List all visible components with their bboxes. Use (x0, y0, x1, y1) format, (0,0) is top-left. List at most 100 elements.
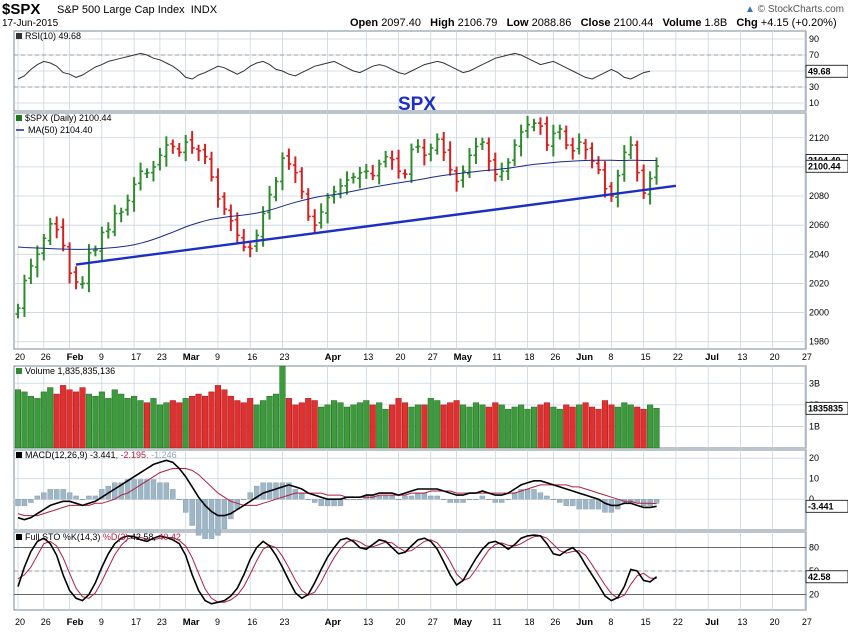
price-bar (383, 150, 389, 168)
low-value: 2088.86 (531, 17, 572, 29)
price-bar (615, 169, 621, 208)
macd-histogram-bar (21, 499, 28, 506)
price-bar (157, 147, 163, 171)
macd-histogram-bar (389, 495, 395, 500)
volume-value: 1.8B (704, 17, 728, 29)
price-bar (454, 166, 460, 192)
macd-histogram-bar (241, 499, 247, 500)
x-axis-top-label: 22 (673, 352, 683, 362)
volume-bar (137, 400, 144, 449)
price-bar (21, 274, 27, 317)
macd-histogram-bar (408, 495, 415, 500)
price-tick-label: 2000 (809, 308, 829, 318)
volume-bar (369, 404, 376, 449)
x-axis-top-label: Mar (183, 352, 200, 363)
price-bar (105, 222, 111, 239)
price-bar (34, 245, 40, 278)
macd-line (17, 459, 657, 521)
sto-legend-swatch (16, 534, 22, 540)
x-axis-top-label: Feb (67, 352, 84, 363)
volume-bar (350, 404, 357, 449)
sto-last-tag-text: 42.58 (808, 572, 831, 582)
macd-histogram-bar (208, 499, 215, 539)
rsi-tick-label: 90 (809, 34, 819, 44)
x-axis-top-label: 27 (802, 352, 812, 362)
price-bar (28, 258, 34, 285)
price-bar (408, 143, 414, 183)
volume-bar (563, 404, 570, 449)
x-axis-bottom-label: 22 (673, 617, 683, 627)
x-axis-bottom-label: 20 (15, 617, 25, 627)
macd-histogram-bar (466, 499, 473, 500)
macd-histogram-bar (653, 499, 660, 504)
volume-bar (382, 408, 389, 449)
macd-histogram-bar (550, 499, 557, 500)
price-bar (621, 145, 627, 182)
price-tick-label: 2020 (809, 278, 829, 288)
ma50-line (17, 159, 657, 250)
macd-histogram-bar (279, 482, 286, 500)
volume-bar (621, 402, 628, 449)
price-bar (363, 163, 369, 179)
x-axis-bottom-label: 8 (608, 617, 613, 627)
volume-bar (14, 389, 22, 449)
volume-bar (395, 398, 402, 449)
macd-legend-swatch (16, 452, 22, 458)
macd-histogram-bar (118, 482, 124, 500)
volume-legend: Volume 1,835,835,136 (25, 366, 115, 376)
macd-histogram-bar (66, 492, 73, 500)
macd-legend-part: , -2.195 (116, 450, 147, 460)
price-bar (350, 172, 356, 184)
volume-bar (647, 404, 654, 449)
volume-bar (34, 398, 41, 449)
spx-annotation: SPX (398, 94, 436, 115)
macd-tick-label: 0 (809, 494, 814, 504)
volume-bar (447, 402, 454, 449)
price-bar (215, 168, 221, 208)
support-trendline (75, 184, 677, 266)
chg-label: Chg (736, 17, 758, 29)
volume-bar (608, 404, 615, 449)
macd-histogram-bar (647, 499, 653, 506)
volume-bar (331, 400, 338, 449)
price-bar (267, 185, 273, 220)
price-bar (654, 157, 660, 185)
exchange-label: INDX (190, 4, 218, 16)
x-axis-bottom-label: 9 (99, 617, 104, 627)
macd-histogram-bar (357, 499, 363, 500)
price-bar (125, 194, 131, 216)
volume-bar (124, 398, 131, 449)
x-axis-top-label: 23 (279, 352, 289, 362)
x-axis-top-label: 18 (525, 352, 535, 362)
price-bar (305, 188, 311, 221)
macd-histogram-bar (247, 492, 253, 500)
volume-bar (614, 406, 621, 449)
volume-bar (492, 402, 499, 449)
volume-bar (66, 389, 73, 449)
price-bar (447, 141, 453, 176)
macd-last-tag-box (805, 499, 848, 513)
price-tick-label: 2080 (809, 191, 829, 201)
macd-histogram-bar (337, 499, 344, 506)
macd-histogram-bar (518, 489, 524, 500)
volume-bar (285, 398, 292, 449)
volume-bar (401, 402, 409, 449)
price-bar (279, 152, 285, 191)
macd-histogram-bar (421, 492, 428, 500)
price-bar (596, 156, 601, 175)
macd-histogram-bar (73, 495, 79, 500)
volume-bar (440, 404, 447, 449)
x-axis-bottom-label: 20 (396, 617, 406, 627)
volume-bar (537, 404, 544, 449)
x-axis-bottom-label: 9 (215, 617, 220, 627)
volume-bar (389, 404, 396, 449)
price-bar (176, 143, 182, 157)
volume-bar (498, 404, 505, 449)
x-axis-bottom-label: 20 (770, 617, 780, 627)
x-axis-bottom-label: 26 (550, 617, 560, 627)
x-axis-bottom-label: Jul (705, 617, 719, 628)
price-bar (170, 139, 176, 154)
macd-histogram-bar (350, 499, 357, 500)
macd-histogram-bar (344, 499, 350, 500)
brand-logo-icon: ▲ (745, 4, 755, 15)
